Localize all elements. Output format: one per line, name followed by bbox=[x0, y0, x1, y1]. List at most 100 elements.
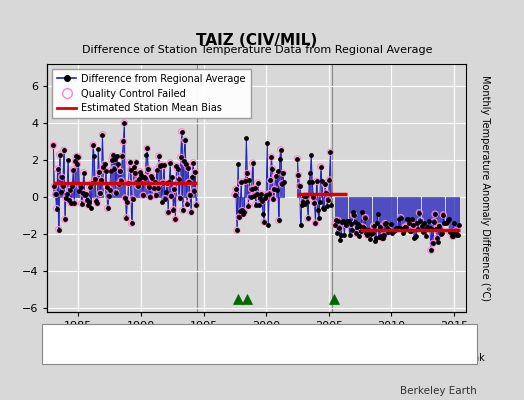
Point bbox=[92, 198, 101, 204]
Point bbox=[148, 175, 157, 182]
Point bbox=[403, 216, 411, 223]
Point bbox=[125, 159, 134, 166]
Point bbox=[387, 221, 396, 227]
Point bbox=[179, 207, 187, 214]
Point bbox=[181, 137, 189, 144]
Point bbox=[239, 210, 247, 217]
Point bbox=[173, 165, 182, 172]
Point bbox=[415, 210, 423, 216]
Point bbox=[159, 180, 167, 186]
Point bbox=[233, 227, 241, 234]
Point bbox=[84, 202, 92, 208]
Point bbox=[384, 228, 392, 235]
Point bbox=[53, 166, 62, 172]
Point bbox=[262, 192, 270, 198]
Point bbox=[146, 194, 155, 200]
Point bbox=[244, 202, 253, 209]
Point bbox=[299, 198, 307, 205]
Point bbox=[82, 190, 90, 197]
Point bbox=[81, 192, 89, 198]
Point bbox=[161, 196, 169, 202]
Point bbox=[369, 223, 378, 229]
Point bbox=[137, 172, 145, 178]
Point bbox=[88, 180, 96, 186]
Point bbox=[260, 219, 268, 225]
Point bbox=[71, 158, 80, 165]
Point bbox=[74, 154, 83, 160]
Point bbox=[185, 179, 193, 185]
Point bbox=[79, 190, 87, 196]
Point bbox=[381, 220, 389, 227]
Point bbox=[302, 192, 310, 199]
Point bbox=[316, 164, 325, 170]
Point bbox=[91, 176, 100, 182]
Point bbox=[124, 180, 133, 186]
Point bbox=[397, 214, 405, 221]
Point bbox=[150, 179, 159, 186]
Point bbox=[108, 152, 117, 159]
Point bbox=[189, 160, 198, 166]
Point bbox=[127, 220, 136, 227]
Point bbox=[423, 226, 432, 232]
Point bbox=[69, 166, 78, 173]
Point bbox=[409, 222, 418, 229]
Point bbox=[183, 200, 191, 207]
Point bbox=[429, 240, 437, 246]
Point bbox=[101, 167, 110, 174]
Point bbox=[407, 228, 416, 234]
Point bbox=[61, 216, 69, 223]
Point bbox=[437, 231, 445, 238]
Point bbox=[128, 196, 137, 202]
Point bbox=[235, 214, 243, 220]
Point bbox=[445, 229, 454, 236]
Point bbox=[103, 205, 112, 211]
Point bbox=[321, 181, 329, 188]
Point bbox=[105, 186, 114, 193]
Point bbox=[66, 187, 74, 193]
Point bbox=[107, 157, 116, 163]
Point bbox=[62, 195, 70, 201]
Point bbox=[451, 228, 459, 235]
Point bbox=[278, 181, 286, 187]
Point bbox=[447, 233, 456, 239]
Point bbox=[87, 204, 95, 211]
Point bbox=[414, 226, 422, 232]
Point bbox=[296, 183, 304, 189]
Point bbox=[152, 166, 161, 173]
Point bbox=[118, 153, 126, 159]
Point bbox=[356, 223, 364, 230]
Point bbox=[98, 131, 106, 138]
Point bbox=[410, 235, 418, 242]
Point bbox=[107, 157, 116, 163]
Point bbox=[258, 198, 266, 204]
Point bbox=[270, 186, 279, 192]
Point bbox=[139, 192, 147, 198]
Point bbox=[376, 224, 384, 230]
Point bbox=[446, 229, 455, 235]
Point bbox=[128, 196, 137, 202]
Point bbox=[49, 142, 58, 149]
Point bbox=[257, 191, 265, 197]
Point bbox=[438, 229, 446, 236]
Point bbox=[80, 170, 88, 176]
Point bbox=[452, 228, 460, 234]
Point bbox=[370, 238, 379, 244]
Point bbox=[163, 180, 171, 186]
Point bbox=[143, 145, 151, 152]
Point bbox=[231, 192, 239, 198]
Point bbox=[365, 229, 374, 235]
Point bbox=[260, 219, 268, 225]
Point bbox=[322, 190, 330, 196]
Point bbox=[176, 195, 184, 201]
Point bbox=[179, 207, 187, 214]
Point bbox=[421, 232, 430, 239]
Point bbox=[407, 228, 416, 234]
Point bbox=[416, 217, 424, 224]
Point bbox=[254, 180, 262, 186]
Point bbox=[402, 224, 410, 230]
Point bbox=[156, 163, 164, 169]
Point bbox=[254, 180, 262, 186]
Point bbox=[143, 145, 151, 152]
Point bbox=[310, 200, 319, 206]
Point bbox=[189, 160, 198, 166]
